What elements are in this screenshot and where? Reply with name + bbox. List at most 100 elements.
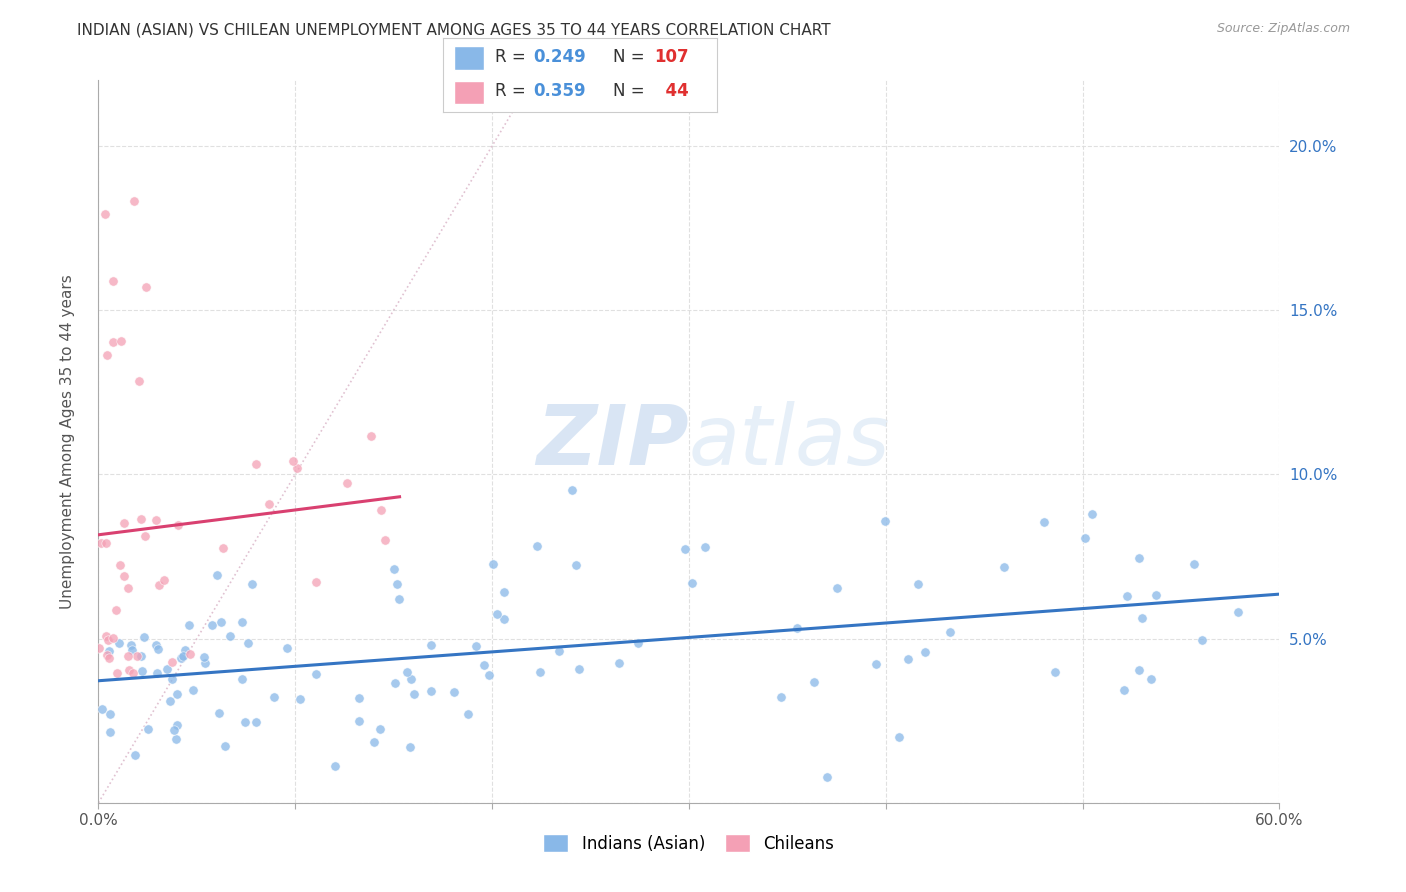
Point [399, 672, 422, 686]
Point [526, 539, 548, 553]
Point [129, 512, 152, 526]
Point [335, 475, 357, 490]
Point [145, 512, 167, 526]
Point [993, 560, 1015, 574]
Point [464, 639, 486, 653]
Point [568, 662, 591, 676]
Point [236, 635, 259, 649]
Point [1182, 557, 1205, 571]
Y-axis label: Unemployment Among Ages 35 to 44 years: Unemployment Among Ages 35 to 44 years [60, 274, 75, 609]
Point [564, 558, 586, 573]
Point [211, 541, 233, 555]
Point [97, 632, 120, 647]
Point [561, 483, 583, 497]
Point [231, 672, 253, 686]
Point [263, 690, 285, 705]
Point [91, 702, 114, 716]
Point [368, 722, 391, 736]
Text: INDIAN (ASIAN) VS CHILEAN UNEMPLOYMENT AMONG AGES 35 TO 44 YEARS CORRELATION CHA: INDIAN (ASIAN) VS CHILEAN UNEMPLOYMENT A… [77, 22, 831, 37]
Point [94, 207, 117, 221]
Point [474, 658, 496, 673]
Point [803, 675, 825, 690]
Point [1115, 590, 1137, 604]
Point [259, 497, 281, 511]
Point [1033, 515, 1056, 529]
Point [181, 683, 204, 698]
Point [1128, 663, 1150, 677]
Point [205, 567, 228, 582]
Point [360, 429, 382, 443]
Point [387, 577, 409, 591]
Point [112, 569, 135, 583]
Text: Source: ZipAtlas.com: Source: ZipAtlas.com [1216, 22, 1350, 36]
Point [156, 661, 179, 675]
Point [673, 542, 696, 557]
Text: 0.249: 0.249 [533, 47, 586, 66]
Point [387, 591, 409, 606]
Point [1139, 673, 1161, 687]
Point [159, 694, 181, 708]
Point [285, 461, 308, 475]
Point [96, 648, 118, 662]
Point [121, 643, 143, 657]
Point [105, 666, 128, 681]
Point [122, 665, 145, 680]
Point [146, 665, 169, 680]
Point [134, 529, 156, 543]
Point [770, 690, 793, 704]
Point [1073, 531, 1095, 545]
Point [288, 691, 311, 706]
Point [160, 672, 183, 686]
Point [283, 453, 305, 467]
Point [914, 645, 936, 659]
Point [97, 650, 120, 665]
Point [148, 642, 170, 657]
Point [482, 557, 505, 571]
Text: 44: 44 [654, 82, 689, 100]
Legend: Indians (Asian), Chileans: Indians (Asian), Chileans [537, 828, 841, 860]
Point [148, 578, 170, 592]
Point [242, 577, 264, 591]
Point [152, 573, 174, 587]
Point [485, 607, 508, 621]
Point [245, 457, 267, 471]
Point [117, 663, 139, 677]
Point [112, 516, 135, 531]
Point [1128, 551, 1150, 566]
Point [875, 514, 897, 528]
Text: N =: N = [613, 82, 650, 100]
Text: ZIP: ZIP [536, 401, 689, 482]
Point [907, 577, 929, 591]
Point [131, 664, 153, 678]
Point [120, 638, 142, 652]
Point [98, 724, 121, 739]
Point [865, 657, 887, 671]
Point [117, 648, 139, 663]
Point [110, 334, 132, 349]
Point [231, 615, 253, 630]
Point [166, 687, 188, 701]
Point [1045, 665, 1067, 680]
Point [305, 574, 328, 589]
Point [94, 536, 117, 550]
Point [382, 562, 405, 576]
Point [129, 649, 152, 664]
Point [100, 707, 122, 722]
Point [94, 629, 117, 643]
Point [233, 714, 256, 729]
Point [681, 575, 703, 590]
Point [177, 618, 200, 632]
Point [117, 581, 139, 595]
Text: 107: 107 [654, 47, 689, 66]
Point [374, 533, 396, 547]
Text: R =: R = [495, 82, 531, 100]
Point [90, 535, 112, 549]
Point [478, 667, 501, 681]
Point [457, 706, 479, 721]
Point [194, 657, 217, 671]
Point [103, 631, 125, 645]
Point [193, 650, 215, 665]
Point [219, 629, 242, 643]
Point [209, 615, 232, 629]
Point [245, 714, 267, 729]
